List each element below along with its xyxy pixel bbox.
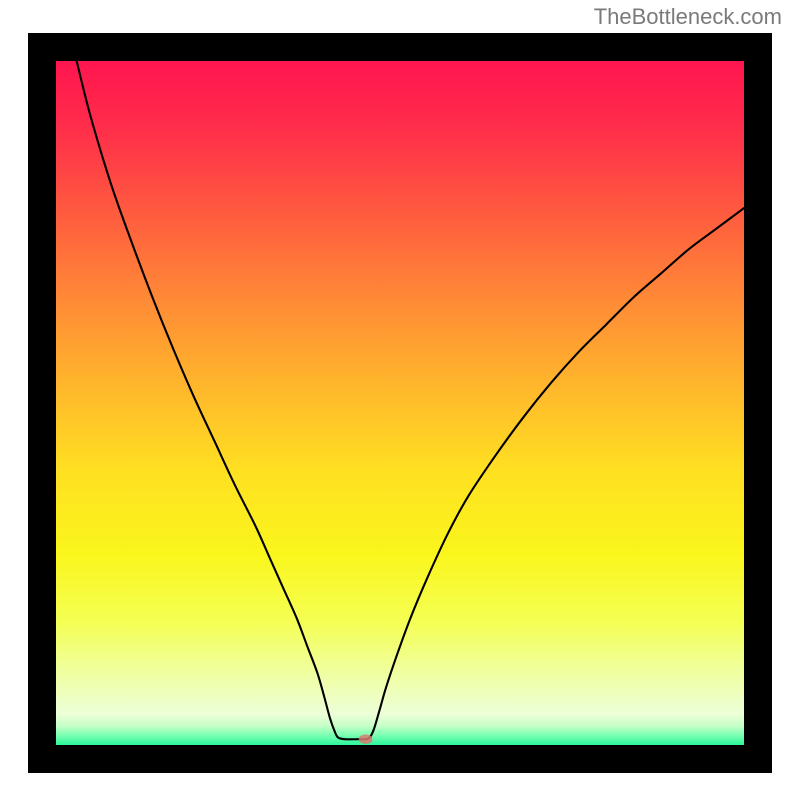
bottleneck-chart [0,0,800,800]
minimum-marker [359,734,373,744]
chart-container: TheBottleneck.com [0,0,800,800]
plot-background [56,61,744,745]
watermark-text: TheBottleneck.com [594,4,782,30]
